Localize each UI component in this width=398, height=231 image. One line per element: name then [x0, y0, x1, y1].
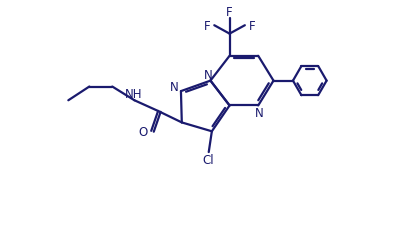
Text: Cl: Cl: [202, 154, 214, 167]
Text: F: F: [204, 20, 211, 33]
Text: N: N: [170, 81, 178, 94]
Text: O: O: [139, 126, 148, 139]
Text: NH: NH: [125, 88, 143, 101]
Text: N: N: [204, 68, 213, 81]
Text: N: N: [256, 106, 264, 119]
Text: F: F: [226, 6, 233, 19]
Text: F: F: [248, 20, 255, 33]
